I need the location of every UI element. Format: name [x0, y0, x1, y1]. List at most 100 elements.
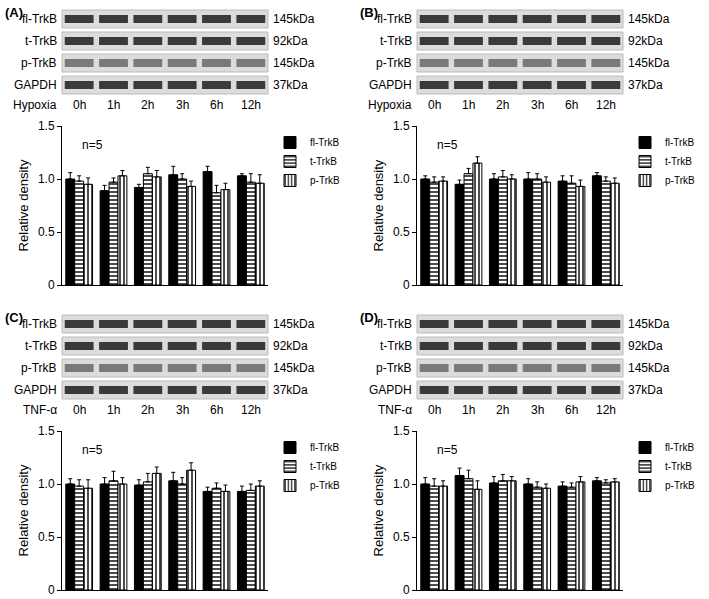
svg-text:12h: 12h	[596, 98, 616, 112]
svg-text:0.5: 0.5	[38, 530, 55, 544]
svg-text:fl-TrkB: fl-TrkB	[22, 12, 57, 26]
svg-text:92kDa: 92kDa	[628, 34, 663, 48]
svg-text:Relative density: Relative density	[371, 159, 386, 251]
svg-text:n=5: n=5	[437, 138, 458, 152]
svg-text:(C): (C)	[5, 310, 23, 325]
svg-text:1h: 1h	[107, 98, 120, 112]
svg-text:p-TrkB: p-TrkB	[376, 361, 412, 375]
svg-text:6h: 6h	[565, 403, 578, 417]
svg-text:3h: 3h	[176, 98, 189, 112]
svg-text:t-TrkB: t-TrkB	[310, 461, 337, 472]
svg-text:p-TrkB: p-TrkB	[310, 175, 340, 186]
svg-text:1.5: 1.5	[393, 424, 410, 438]
svg-text:t-TrkB: t-TrkB	[665, 156, 692, 167]
svg-text:1.0: 1.0	[38, 172, 55, 186]
svg-text:t-TrkB: t-TrkB	[380, 34, 412, 48]
svg-text:0: 0	[48, 278, 55, 292]
svg-text:37kDa: 37kDa	[273, 78, 308, 92]
svg-text:145kDa: 145kDa	[273, 56, 315, 70]
svg-text:0: 0	[403, 278, 410, 292]
svg-text:1h: 1h	[107, 403, 120, 417]
svg-text:p-TrkB: p-TrkB	[665, 175, 695, 186]
svg-text:n=5: n=5	[82, 443, 103, 457]
svg-text:n=5: n=5	[82, 138, 103, 152]
svg-text:92kDa: 92kDa	[273, 339, 308, 353]
svg-text:TNF-α: TNF-α	[23, 403, 57, 417]
svg-text:1h: 1h	[462, 98, 475, 112]
svg-text:0h: 0h	[428, 403, 441, 417]
svg-text:92kDa: 92kDa	[628, 339, 663, 353]
svg-text:1.0: 1.0	[38, 477, 55, 491]
svg-text:145kDa: 145kDa	[628, 56, 670, 70]
svg-text:(D): (D)	[360, 310, 378, 325]
svg-text:t-TrkB: t-TrkB	[665, 461, 692, 472]
svg-text:(B): (B)	[360, 5, 378, 20]
svg-text:37kDa: 37kDa	[273, 383, 308, 397]
svg-text:1.5: 1.5	[38, 424, 55, 438]
svg-text:92kDa: 92kDa	[273, 34, 308, 48]
svg-text:0h: 0h	[73, 403, 86, 417]
svg-text:p-TrkB: p-TrkB	[21, 361, 57, 375]
svg-text:TNF-α: TNF-α	[378, 403, 412, 417]
svg-text:3h: 3h	[176, 403, 189, 417]
svg-text:t-TrkB: t-TrkB	[25, 339, 57, 353]
svg-text:145kDa: 145kDa	[273, 12, 315, 26]
svg-text:0.5: 0.5	[393, 530, 410, 544]
svg-text:12h: 12h	[241, 98, 261, 112]
svg-text:0: 0	[48, 583, 55, 597]
svg-text:145kDa: 145kDa	[628, 317, 670, 331]
svg-text:2h: 2h	[141, 403, 154, 417]
svg-text:p-TrkB: p-TrkB	[310, 480, 340, 491]
svg-text:GAPDH: GAPDH	[369, 78, 412, 92]
svg-text:2h: 2h	[141, 98, 154, 112]
svg-text:0.5: 0.5	[38, 225, 55, 239]
svg-text:6h: 6h	[210, 98, 223, 112]
svg-text:6h: 6h	[210, 403, 223, 417]
svg-text:1.5: 1.5	[393, 119, 410, 133]
svg-text:12h: 12h	[241, 403, 261, 417]
svg-text:1h: 1h	[462, 403, 475, 417]
svg-text:p-TrkB: p-TrkB	[665, 480, 695, 491]
svg-text:1.0: 1.0	[393, 477, 410, 491]
svg-text:GAPDH: GAPDH	[369, 383, 412, 397]
svg-text:t-TrkB: t-TrkB	[25, 34, 57, 48]
svg-text:1.0: 1.0	[393, 172, 410, 186]
svg-text:n=5: n=5	[437, 443, 458, 457]
svg-text:0.5: 0.5	[393, 225, 410, 239]
svg-text:145kDa: 145kDa	[273, 361, 315, 375]
svg-text:fl-TrkB: fl-TrkB	[377, 12, 412, 26]
svg-text:fl-TrkB: fl-TrkB	[310, 442, 339, 453]
svg-text:fl-TrkB: fl-TrkB	[377, 317, 412, 331]
svg-text:0h: 0h	[73, 98, 86, 112]
svg-text:t-TrkB: t-TrkB	[310, 156, 337, 167]
svg-text:0: 0	[403, 583, 410, 597]
svg-text:0h: 0h	[428, 98, 441, 112]
svg-text:GAPDH: GAPDH	[14, 78, 57, 92]
svg-text:Relative density: Relative density	[371, 464, 386, 556]
svg-text:145kDa: 145kDa	[628, 12, 670, 26]
svg-text:fl-TrkB: fl-TrkB	[22, 317, 57, 331]
svg-text:145kDa: 145kDa	[273, 317, 315, 331]
svg-text:GAPDH: GAPDH	[14, 383, 57, 397]
svg-text:(A): (A)	[5, 5, 23, 20]
svg-text:2h: 2h	[496, 403, 509, 417]
svg-text:Relative density: Relative density	[16, 464, 31, 556]
svg-text:12h: 12h	[596, 403, 616, 417]
svg-text:Relative density: Relative density	[16, 159, 31, 251]
svg-text:3h: 3h	[531, 403, 544, 417]
svg-text:Hypoxia: Hypoxia	[13, 98, 57, 112]
svg-text:p-TrkB: p-TrkB	[376, 56, 412, 70]
svg-text:fl-TrkB: fl-TrkB	[310, 137, 339, 148]
svg-text:37kDa: 37kDa	[628, 78, 663, 92]
svg-text:p-TrkB: p-TrkB	[21, 56, 57, 70]
svg-text:fl-TrkB: fl-TrkB	[665, 442, 694, 453]
svg-text:37kDa: 37kDa	[628, 383, 663, 397]
svg-text:Hypoxia: Hypoxia	[368, 98, 412, 112]
svg-text:fl-TrkB: fl-TrkB	[665, 137, 694, 148]
svg-text:1.5: 1.5	[38, 119, 55, 133]
svg-text:2h: 2h	[496, 98, 509, 112]
svg-text:t-TrkB: t-TrkB	[380, 339, 412, 353]
svg-text:3h: 3h	[531, 98, 544, 112]
svg-text:6h: 6h	[565, 98, 578, 112]
svg-text:145kDa: 145kDa	[628, 361, 670, 375]
